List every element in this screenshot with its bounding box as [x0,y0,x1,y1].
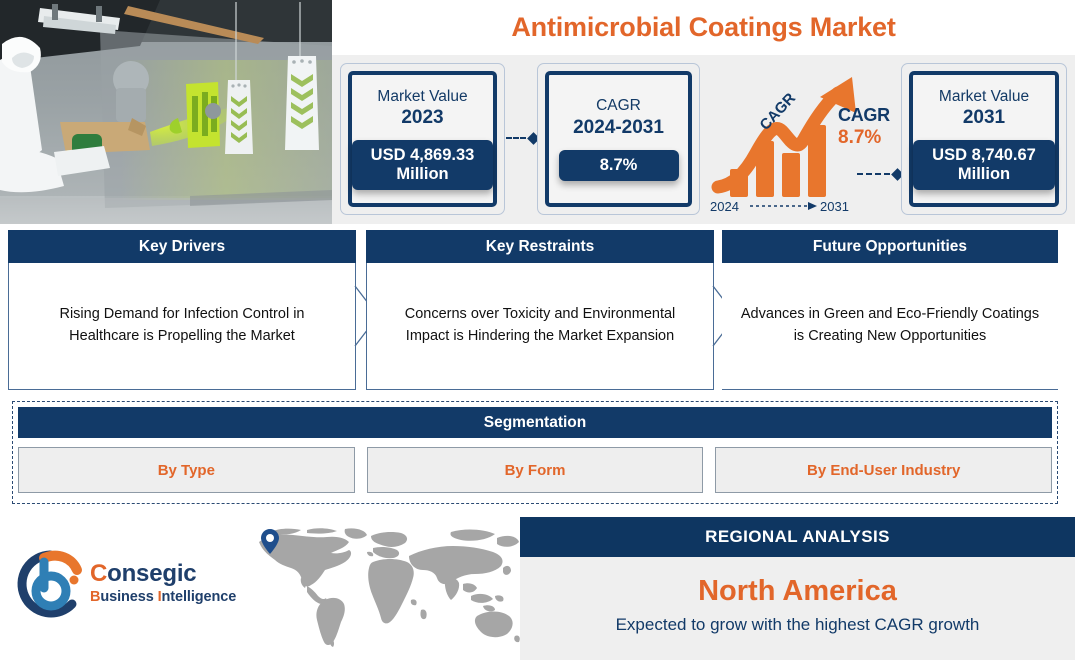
drivers-row: Key Drivers Rising Demand for Infection … [0,230,1075,390]
cagr-side-label: CAGR [838,105,890,125]
top-band: Antimicrobial Coatings Market Market Val… [0,0,1075,224]
consegic-logo: Consegic Business Intelligence [14,548,254,620]
dashed-line [857,173,890,175]
segmentation-heading: Segmentation [18,407,1052,438]
panel-text: Rising Demand for Infection Control in H… [59,306,305,344]
logo-name-initial: C [90,560,108,587]
dashed-line [506,137,526,139]
logo-company-name: Consegic [90,560,236,588]
panel-text: Concerns over Toxicity and Environmental… [404,306,676,344]
segmentation-box-by-type[interactable]: By Type [18,447,355,493]
regional-analysis-body: North America Expected to grow with the … [520,557,1075,660]
cagr-growth-chart-graphic: CAGR 2024 2031 CAGR 8.7% [704,69,904,214]
kpi-card-market-value-2031: Market Value 2031 USD 8,740.67 Million [901,63,1067,215]
world-map-graphic [245,526,520,651]
footer: Consegic Business Intelligence [0,512,1075,660]
kpi-year: 2023 [401,107,444,129]
kpi-label: Market Value [938,87,1030,105]
panel-future-opportunities: Future Opportunities Advances in Green a… [722,230,1058,390]
kpi-year: 2031 [962,107,1006,129]
panel-body: Rising Demand for Infection Control in H… [8,263,356,390]
panel-heading: Key Drivers [8,230,356,263]
panel-body: Advances in Green and Eco-Friendly Coati… [722,263,1058,390]
page-title: Antimicrobial Coatings Market [511,12,896,42]
cagr-side-value: 8.7% [838,127,882,148]
logo-name-rest: onsegic [107,560,197,587]
connector-arrow-1 [506,131,540,145]
logo-wordmark: Consegic Business Intelligence [90,560,236,605]
svg-text:2024: 2024 [710,199,739,214]
kpi-label: CAGR [596,97,641,115]
region-name: North America [698,574,897,607]
segmentation-section: Segmentation By Type By Form By End-User… [12,401,1058,504]
top-right-region: Antimicrobial Coatings Market Market Val… [332,0,1075,224]
kpi-card-market-value-2023: Market Value 2023 USD 4,869.33 Million [340,63,505,215]
kpi-value-pill: USD 4,869.33 Million [352,140,493,190]
svg-text:2031: 2031 [820,199,849,214]
logo-tagline-usiness: usiness [100,589,158,605]
regional-analysis-heading: REGIONAL ANALYSIS [520,517,1075,557]
kpi-value-pill: 8.7% [558,149,679,181]
kpi-value-pill: USD 8,740.67 Million [913,140,1055,190]
panel-heading: Key Restraints [366,230,714,263]
connector-arrow-2 [857,167,904,181]
region-subtitle: Expected to grow with the highest CAGR g… [615,614,980,634]
logo-tagline-b: B [90,589,101,605]
kpi-card-cagr: CAGR 2024-2031 8.7% [537,63,700,215]
panel-text: Advances in Green and Eco-Friendly Coati… [740,306,1040,344]
kpi-label: Market Value [377,87,468,105]
regional-analysis-panel: REGIONAL ANALYSIS North America Expected… [520,517,1075,660]
panel-key-restraints: Key Restraints Concerns over Toxicity an… [366,230,714,390]
panel-body: Concerns over Toxicity and Environmental… [366,263,714,390]
cagr-side-label-group: CAGR 8.7% [838,105,904,149]
segmentation-box-by-end-user-industry[interactable]: By End-User Industry [715,447,1053,493]
map-pin-north-america [261,529,279,554]
kpi-year: 2024-2031 [573,116,664,138]
logo-tagline-i: I [157,589,162,605]
segmentation-box-by-form[interactable]: By Form [366,447,704,493]
logo-mark-icon [14,548,86,620]
panel-heading: Future Opportunities [722,230,1058,263]
stats-strip: Market Value 2023 USD 4,869.33 Million C… [332,55,1075,224]
logo-tagline: Business Intelligence [90,589,236,605]
hero-photo-spray-coating [0,0,332,224]
segmentation-box-list: By Type By Form By End-User Industry [18,447,1053,493]
panel-key-drivers: Key Drivers Rising Demand for Infection … [8,230,356,390]
logo-tagline-ntelligence: ntelligence [161,589,237,605]
